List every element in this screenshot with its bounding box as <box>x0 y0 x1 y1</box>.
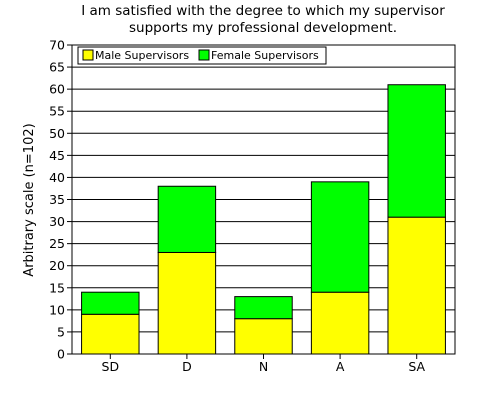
legend-label-female: Female Supervisors <box>211 49 319 62</box>
chart-title-line-1: I am satisfied with the degree to which … <box>81 3 445 19</box>
bar-sd-female <box>81 291 140 315</box>
y-tick-label: 5 <box>57 324 65 339</box>
y-tick-label: 30 <box>49 214 65 229</box>
y-axis-ticks: 0 5 10 15 20 25 30 35 40 45 50 55 60 65 70 <box>49 38 72 362</box>
y-tick-label: 70 <box>49 38 65 53</box>
y-tick-label: 40 <box>49 170 65 185</box>
bar-a-female <box>310 181 370 293</box>
bar-sa-male <box>387 216 446 355</box>
y-tick-label: 55 <box>49 104 65 119</box>
bar-sd-male <box>81 313 140 355</box>
y-tick-label: 60 <box>49 82 65 97</box>
x-tick-label: SD <box>102 359 120 374</box>
x-tick-label: D <box>182 359 192 374</box>
legend-swatch-female <box>198 49 210 61</box>
bar-d-female <box>157 185 217 253</box>
bar-n-female <box>234 296 293 320</box>
legend-label-male: Male Supervisors <box>95 49 189 62</box>
bar-n-male <box>234 318 293 355</box>
chart-title-line-2: supports my professional development. <box>129 20 397 36</box>
x-tick-label: N <box>259 359 268 374</box>
x-axis-ticks: SD D N A SA <box>102 354 426 374</box>
legend: Male Supervisors Female Supervisors <box>77 46 327 65</box>
y-tick-label: 25 <box>49 236 65 251</box>
y-tick-label: 10 <box>49 302 65 317</box>
y-tick-label: 50 <box>49 126 65 141</box>
legend-swatch-male <box>82 49 94 61</box>
y-tick-label: 0 <box>57 347 65 362</box>
bar-d-male <box>157 251 217 355</box>
plot-frame <box>71 44 456 355</box>
y-tick-label: 15 <box>49 280 65 295</box>
y-axis-label: Arbitrary scale (n=102) <box>22 123 37 276</box>
x-tick-label: SA <box>408 359 425 374</box>
y-tick-label: 35 <box>49 192 65 207</box>
x-tick-label: A <box>336 359 345 374</box>
y-tick-label: 20 <box>49 258 65 273</box>
bar-sa-female <box>387 84 446 218</box>
y-tick-label: 65 <box>49 60 65 75</box>
y-tick-label: 45 <box>49 148 65 163</box>
bars <box>81 84 446 355</box>
bar-a-male <box>310 291 370 355</box>
